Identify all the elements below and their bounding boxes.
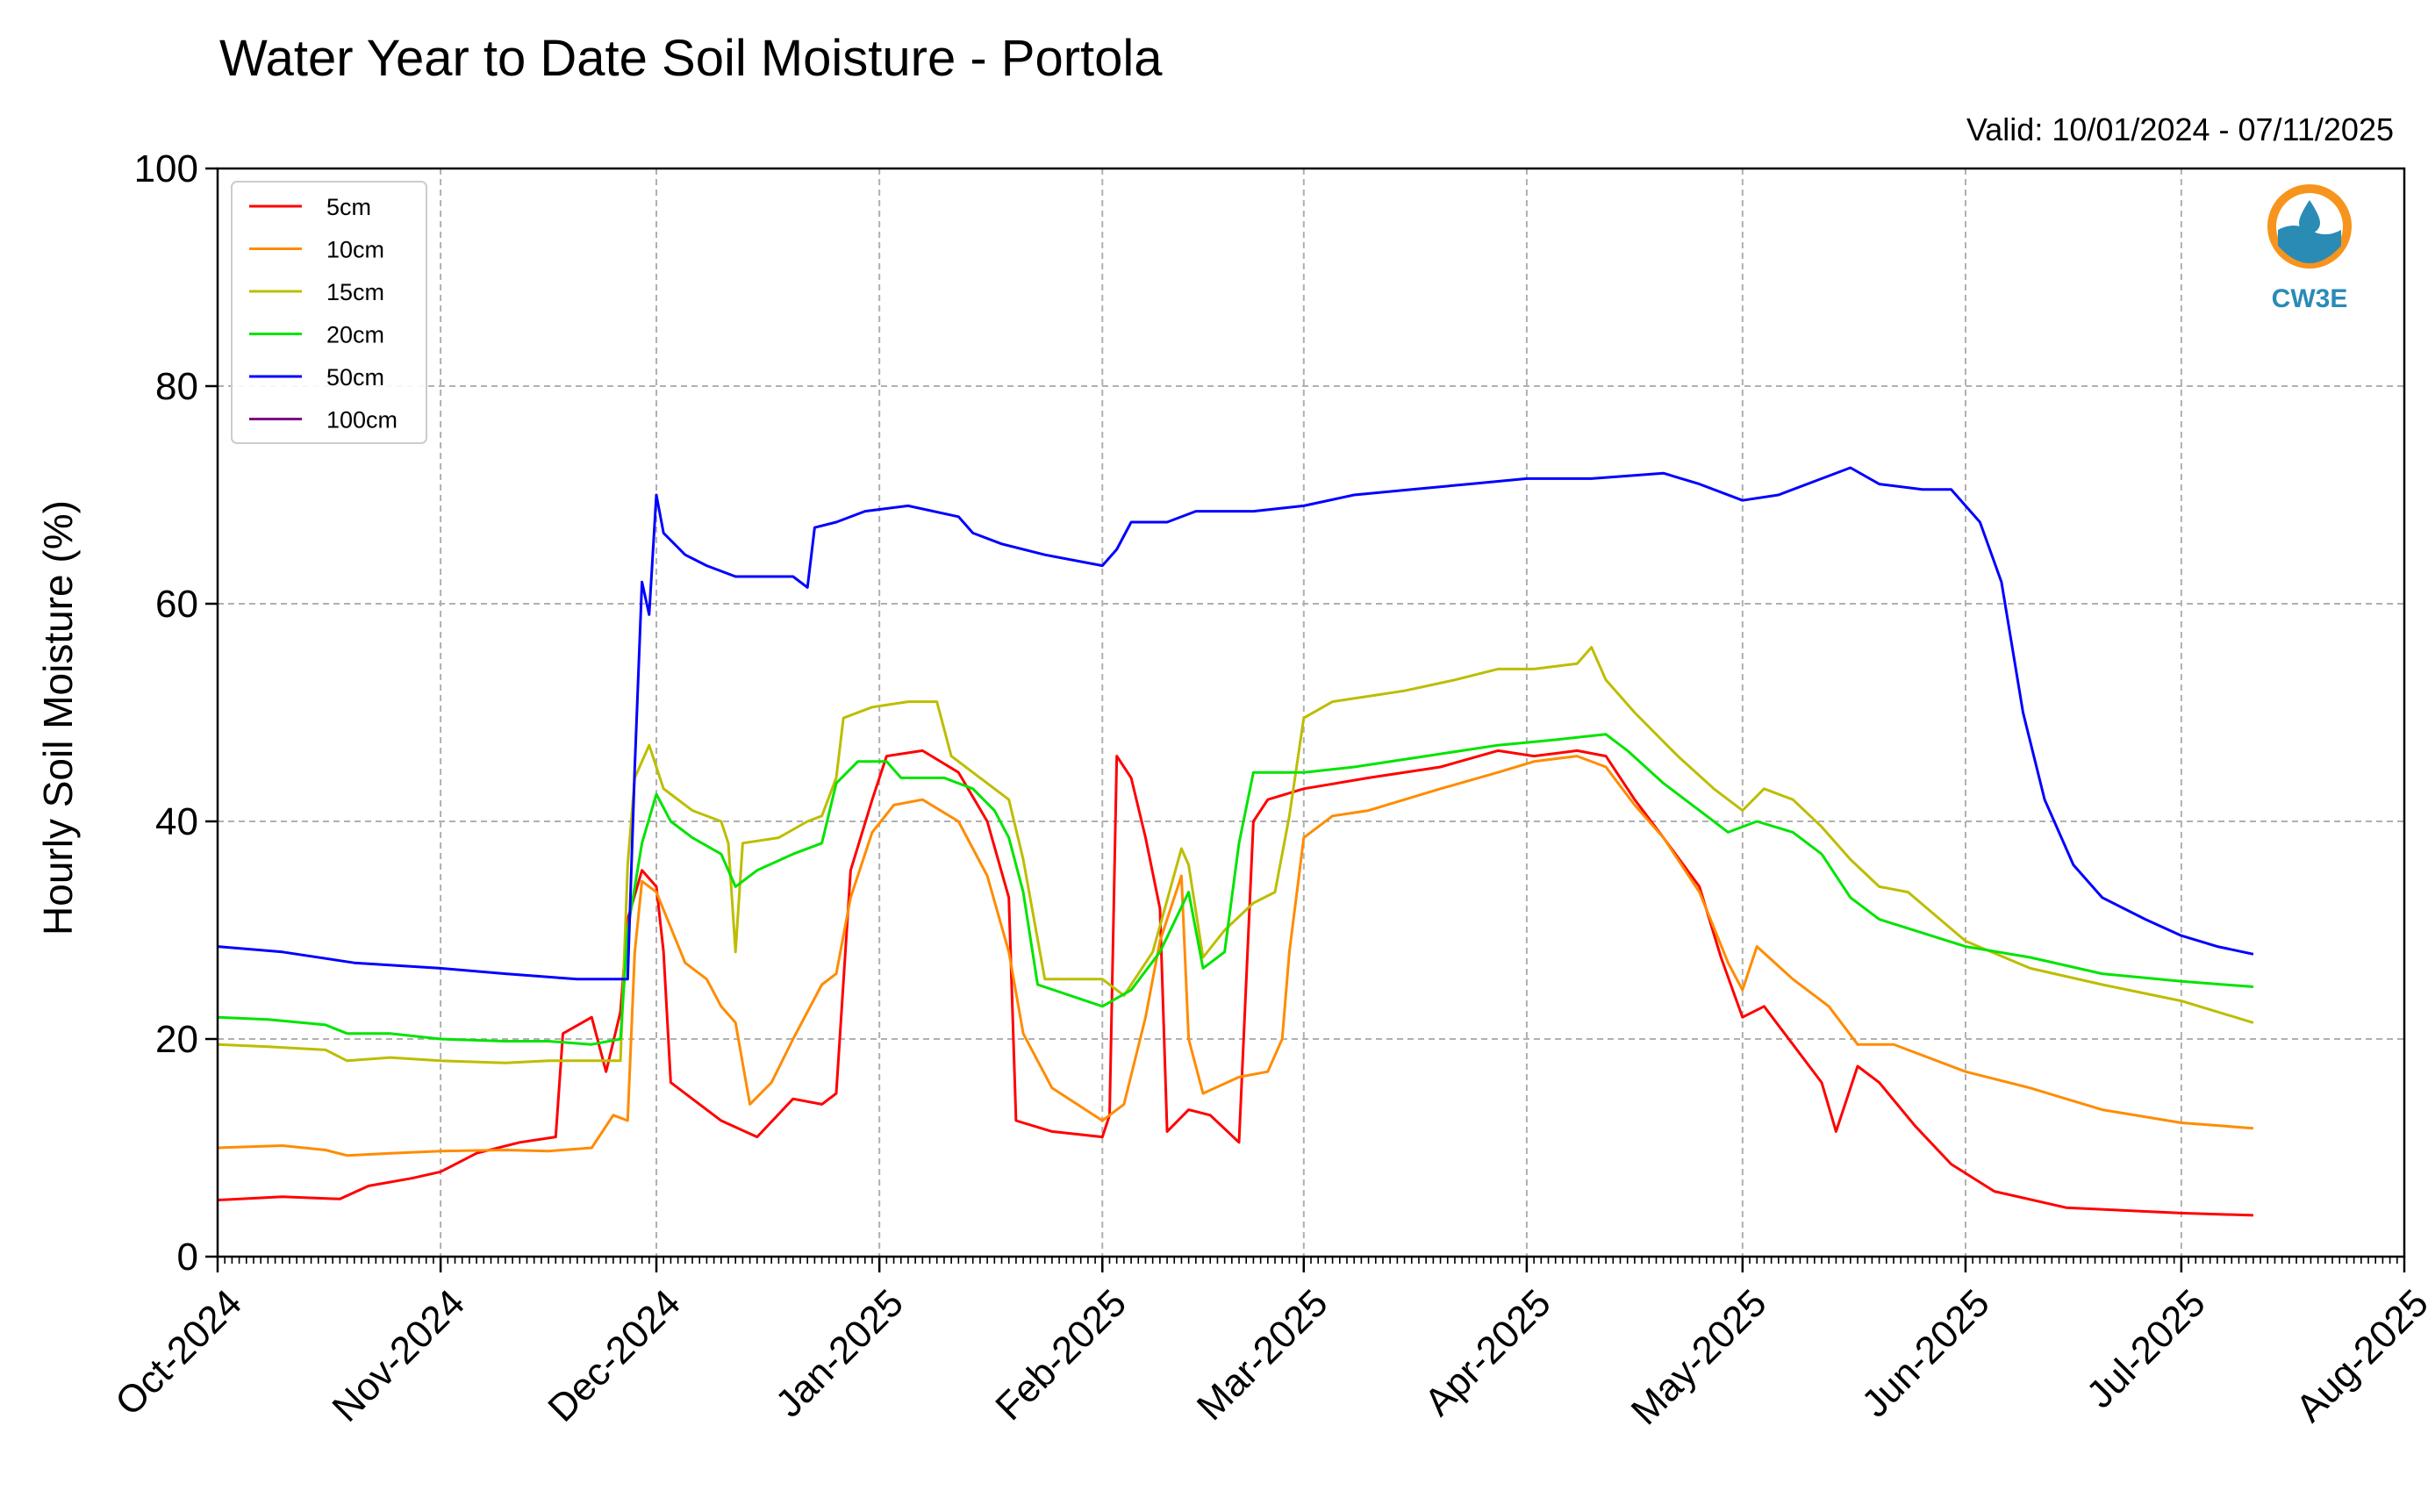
axes [205, 167, 2406, 1272]
chart-title: Water Year to Date Soil Moisture - Porto… [219, 30, 1163, 87]
x-tick-label: Jan-2025 [768, 1281, 912, 1425]
x-tick-label: Mar-2025 [1189, 1281, 1336, 1429]
y-axis-label: Hourly Soil Moisture (%) [35, 500, 81, 935]
x-tick-label: Feb-2025 [987, 1281, 1135, 1429]
plot-frame [216, 167, 2406, 1258]
series-line-50cm [217, 466, 2254, 981]
legend-label-20cm: 20cm [326, 322, 384, 348]
x-tick-label: Dec-2024 [540, 1281, 689, 1430]
logo-waves [2278, 226, 2341, 263]
water-drop-icon [2299, 200, 2320, 233]
series-lines [217, 466, 2254, 1217]
y-tick-label: 40 [155, 800, 198, 843]
y-tick-label: 20 [155, 1018, 198, 1061]
legend-label-100cm: 100cm [326, 407, 398, 434]
x-tick-label: May-2025 [1623, 1281, 1775, 1433]
series-line-15cm [217, 646, 2254, 1064]
series-line-20cm [217, 733, 2254, 1046]
x-tick-label: Apr-2025 [1416, 1281, 1559, 1424]
y-tick-label: 0 [177, 1236, 198, 1279]
logo-text: CW3E [2272, 284, 2348, 313]
y-tick-label: 80 [155, 365, 198, 408]
cw3e-logo: CW3E [2267, 184, 2352, 313]
y-tick-label: 100 [134, 147, 198, 190]
x-tick-label: Aug-2025 [2288, 1281, 2428, 1430]
x-tick-labels: Oct-2024 Nov-2024 Dec-2024 Jan-2025 Feb-2025… [107, 1281, 2428, 1433]
y-tick-labels: 0 20 40 60 80 100 [134, 147, 198, 1279]
x-tick-label: Jul-2025 [2079, 1281, 2214, 1416]
series-line-10cm [217, 755, 2254, 1157]
legend-label-50cm: 50cm [326, 364, 384, 391]
y-tick-label: 60 [155, 583, 198, 626]
legend: 5cm 10cm 15cm 20cm 50cm 100cm [231, 181, 427, 444]
legend-box [231, 181, 427, 444]
chart-subtitle: Valid: 10/01/2024 - 07/11/2025 [1966, 111, 2394, 147]
legend-label-10cm: 10cm [326, 237, 384, 263]
x-tick-label: Oct-2024 [107, 1281, 250, 1424]
legend-label-15cm: 15cm [326, 279, 384, 305]
series-line-5cm [217, 749, 2253, 1217]
x-tick-label: Jun-2025 [1853, 1281, 1997, 1425]
x-tick-label: Nov-2024 [324, 1281, 473, 1430]
legend-label-5cm: 5cm [326, 194, 371, 220]
gridlines [218, 168, 2404, 1257]
